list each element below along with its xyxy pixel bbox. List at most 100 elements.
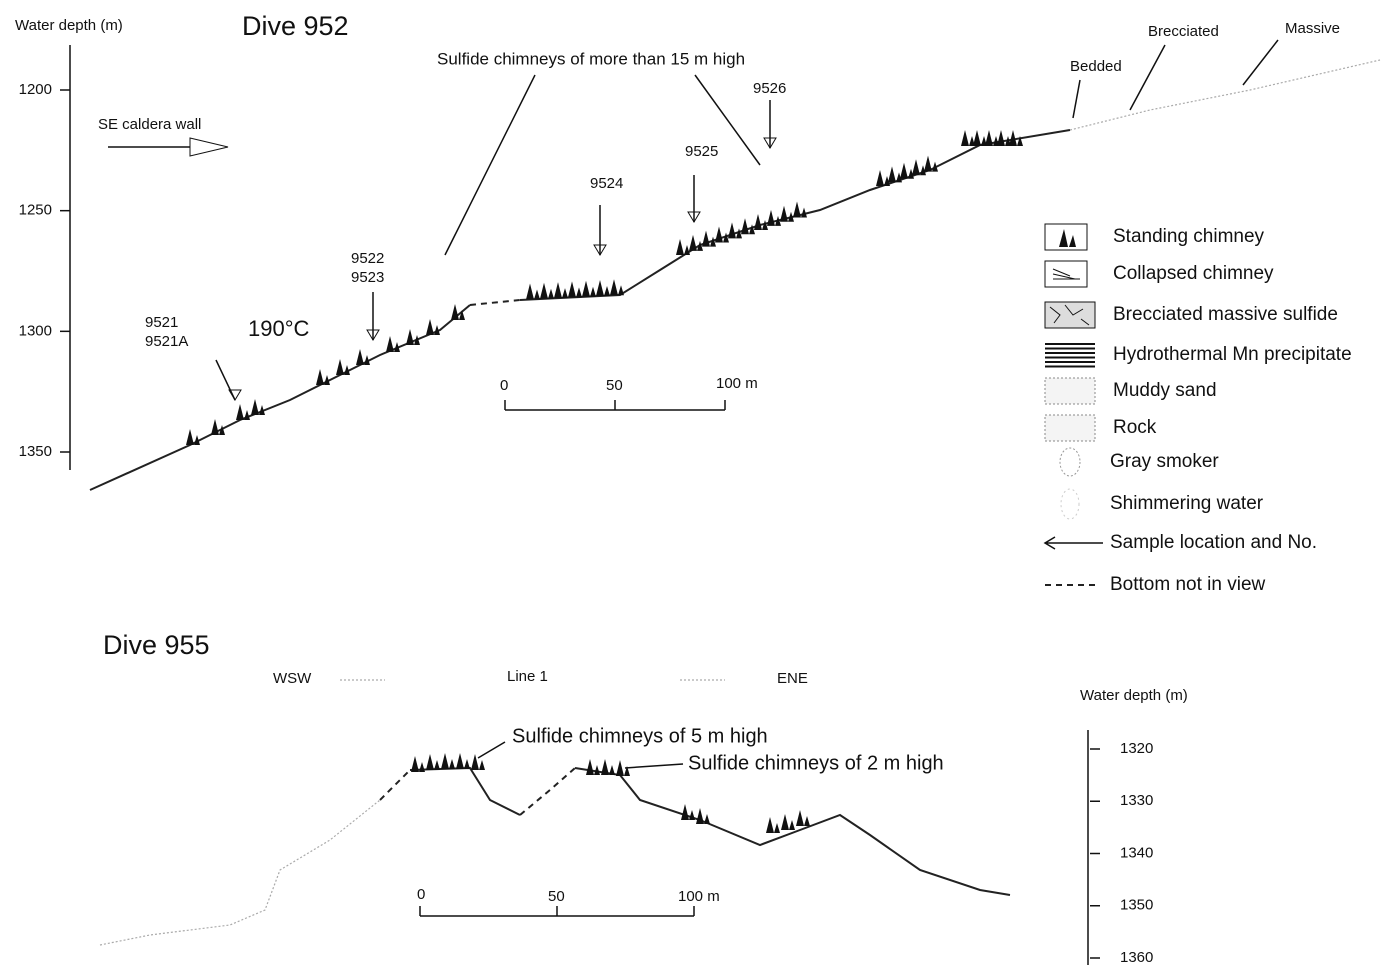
pointer bbox=[478, 742, 505, 758]
chimney bbox=[741, 218, 755, 234]
chimney bbox=[236, 404, 250, 420]
legend-icon bbox=[1045, 415, 1095, 441]
sample-no: 9521A bbox=[145, 333, 188, 350]
chimney bbox=[912, 159, 926, 175]
chimney bbox=[924, 156, 938, 172]
chimney bbox=[985, 130, 999, 146]
chimney bbox=[766, 817, 780, 833]
title: Dive 955 bbox=[103, 630, 210, 660]
sample-no: 9525 bbox=[685, 143, 718, 160]
axis-label: Water depth (m) bbox=[15, 17, 123, 34]
pointer bbox=[1243, 40, 1278, 85]
chimney bbox=[601, 759, 615, 775]
bottom-not-in-view bbox=[380, 770, 410, 800]
heading: Sulfide chimneys of more than 15 m high bbox=[437, 49, 745, 68]
legend-icon bbox=[1060, 448, 1080, 476]
chimney bbox=[386, 336, 400, 352]
scale-label: 100 m bbox=[716, 375, 758, 392]
legend-label: Hydrothermal Mn precipitate bbox=[1113, 344, 1352, 365]
chimney bbox=[186, 429, 200, 445]
tick-label: 1340 bbox=[1120, 844, 1153, 861]
legend-icon bbox=[1045, 537, 1103, 549]
chimney bbox=[568, 281, 582, 297]
layer-label: Massive bbox=[1285, 20, 1340, 37]
legend-label: Collapsed chimney bbox=[1113, 263, 1274, 284]
legend-label: Shimmering water bbox=[1110, 493, 1264, 514]
chimney bbox=[426, 319, 440, 335]
direction: ENE bbox=[777, 670, 808, 687]
chimney bbox=[251, 399, 265, 415]
chimney bbox=[754, 214, 768, 230]
chimney bbox=[689, 235, 703, 251]
chimney bbox=[610, 279, 624, 295]
chimney bbox=[876, 170, 890, 186]
direction: WSW bbox=[273, 670, 312, 687]
chimney bbox=[702, 231, 716, 247]
tick-label: 1250 bbox=[19, 202, 52, 219]
scale-label: 100 m bbox=[678, 888, 720, 905]
scale-label: 50 bbox=[548, 888, 565, 905]
profile bbox=[575, 768, 1010, 895]
legend-label: Gray smoker bbox=[1110, 451, 1219, 472]
legend-label: Rock bbox=[1113, 417, 1157, 438]
bottom-not-in-view bbox=[520, 768, 575, 815]
chimney bbox=[211, 419, 225, 435]
chimney bbox=[681, 804, 695, 820]
sample-no: 9522 bbox=[351, 250, 384, 267]
sample-no: 9521 bbox=[145, 314, 178, 331]
direction-arrow bbox=[108, 138, 228, 156]
chimney bbox=[406, 329, 420, 345]
line-name: Line 1 bbox=[507, 668, 548, 685]
chimney bbox=[540, 283, 554, 299]
annotation: Sulfide chimneys of 2 m high bbox=[688, 752, 944, 774]
chimney bbox=[796, 810, 810, 826]
pointer bbox=[445, 75, 535, 255]
chimney bbox=[456, 753, 470, 769]
figure: Water depth (m) Dive 952 Sulfide chimney… bbox=[0, 0, 1385, 965]
annotation: Sulfide chimneys of 5 m high bbox=[512, 725, 768, 747]
legend-label: Brecciated massive sulfide bbox=[1113, 304, 1338, 325]
title: Dive 952 bbox=[242, 11, 349, 41]
chimney bbox=[728, 222, 742, 238]
axis-label: Water depth (m) bbox=[1080, 687, 1188, 704]
chimney bbox=[356, 349, 370, 365]
chimney bbox=[554, 282, 568, 298]
tick-label: 1300 bbox=[19, 322, 52, 339]
sample-no: 9524 bbox=[590, 175, 623, 192]
tick-label: 1350 bbox=[19, 443, 52, 460]
legend-icon bbox=[1061, 489, 1079, 519]
legend-label: Muddy sand bbox=[1113, 380, 1217, 401]
chimney bbox=[596, 280, 610, 296]
chimney bbox=[900, 163, 914, 179]
pointer bbox=[1073, 80, 1080, 118]
scale-bar bbox=[420, 906, 694, 916]
sample-no: 9523 bbox=[351, 269, 384, 286]
chimney bbox=[961, 130, 975, 146]
chimney bbox=[411, 756, 425, 772]
legend-icon bbox=[1053, 269, 1080, 279]
chimney bbox=[676, 239, 690, 255]
chimney bbox=[526, 284, 540, 300]
scale-label: 50 bbox=[606, 377, 623, 394]
chimney bbox=[586, 759, 600, 775]
chimney bbox=[781, 814, 795, 830]
chimney bbox=[888, 166, 902, 182]
tick-label: 1330 bbox=[1120, 792, 1153, 809]
legend-label: Sample location and No. bbox=[1110, 532, 1317, 553]
tick-label: 1350 bbox=[1120, 897, 1153, 914]
chimney bbox=[441, 753, 455, 769]
tick-label: 1360 bbox=[1120, 949, 1153, 965]
tick-label: 1200 bbox=[19, 81, 52, 98]
pointer bbox=[625, 764, 683, 768]
chimney bbox=[997, 130, 1011, 146]
chimney bbox=[780, 206, 794, 222]
chimney bbox=[426, 754, 440, 770]
legend-icon bbox=[1059, 229, 1076, 247]
tick-label: 1320 bbox=[1120, 740, 1153, 757]
chimney bbox=[696, 808, 710, 824]
layer-label: Brecciated bbox=[1148, 23, 1219, 40]
chimney bbox=[582, 281, 596, 297]
scale-label: 0 bbox=[500, 377, 508, 394]
sample-no: 9526 bbox=[753, 80, 786, 97]
chimney bbox=[336, 359, 350, 375]
